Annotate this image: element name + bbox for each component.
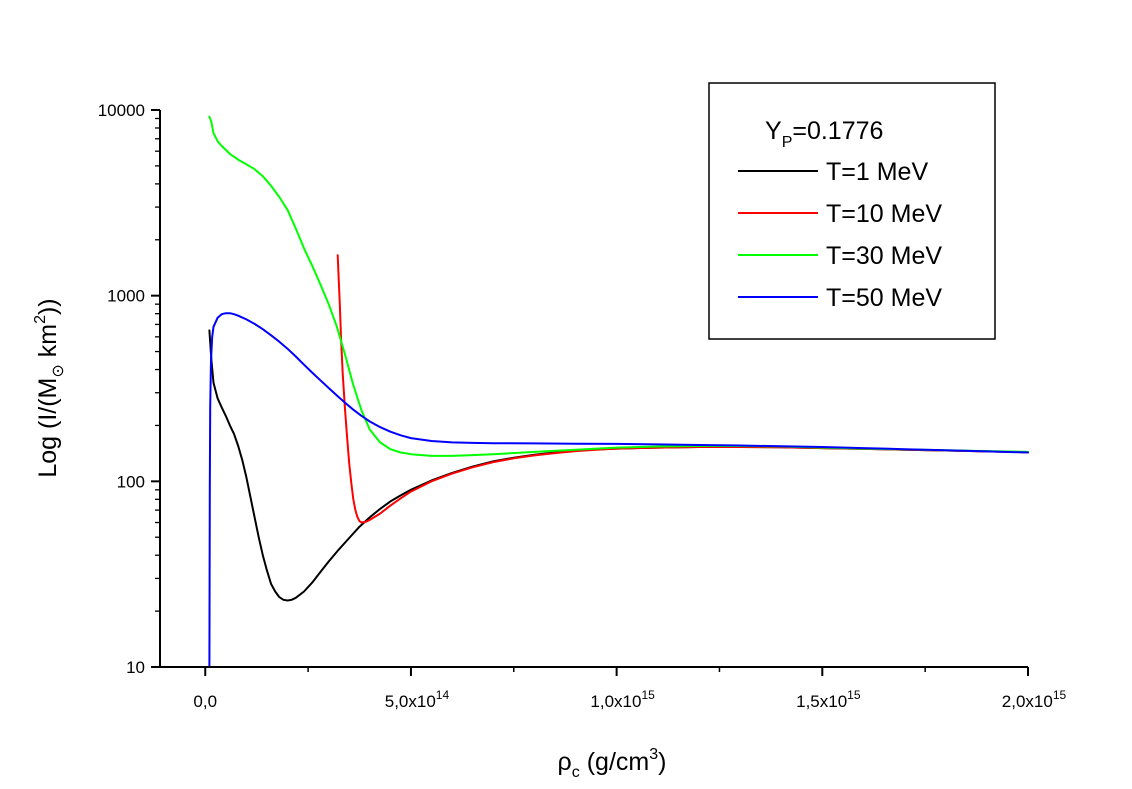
y-tick-label: 10000 bbox=[98, 101, 145, 120]
y-tick-label: 10 bbox=[126, 658, 145, 677]
y-axis-title-group: Log (I/(M⊙ km2)) bbox=[32, 298, 67, 477]
legend-title: YP=0.1776 bbox=[765, 117, 883, 151]
series-line-0 bbox=[208, 329, 1029, 602]
axes-layer: 0,0 5,0x1014 1,0x1015 1,5x1015 2,0x1015 10 100… bbox=[32, 101, 1067, 781]
x-tick-label: 0,0 bbox=[193, 692, 217, 711]
x-axis-title: ρc (g/cm3) bbox=[558, 746, 667, 781]
x-tick-label: 5,0x1014 bbox=[385, 688, 450, 711]
x-tick-label: 1,0x1015 bbox=[590, 688, 655, 711]
legend-label-1: T=10 MeV bbox=[826, 200, 942, 228]
y-tick-label: 100 bbox=[117, 472, 145, 491]
x-tick-label: 1,5x1015 bbox=[796, 688, 861, 711]
x-tick-label: 2,0x1015 bbox=[1002, 688, 1067, 711]
y-axis-title: Log (I/(M⊙ km2)) bbox=[32, 298, 67, 477]
legend-label-0: T=1 MeV bbox=[826, 158, 928, 186]
legend-label-3: T=50 MeV bbox=[826, 284, 942, 312]
legend-label-2: T=30 MeV bbox=[826, 242, 942, 270]
legend: YP=0.1776 T=1 MeV T=10 MeV T=30 MeV T=50 MeV bbox=[708, 82, 996, 340]
y-tick-label: 1000 bbox=[107, 287, 145, 306]
series-layer bbox=[208, 115, 1029, 668]
series-line-3 bbox=[208, 312, 1029, 668]
